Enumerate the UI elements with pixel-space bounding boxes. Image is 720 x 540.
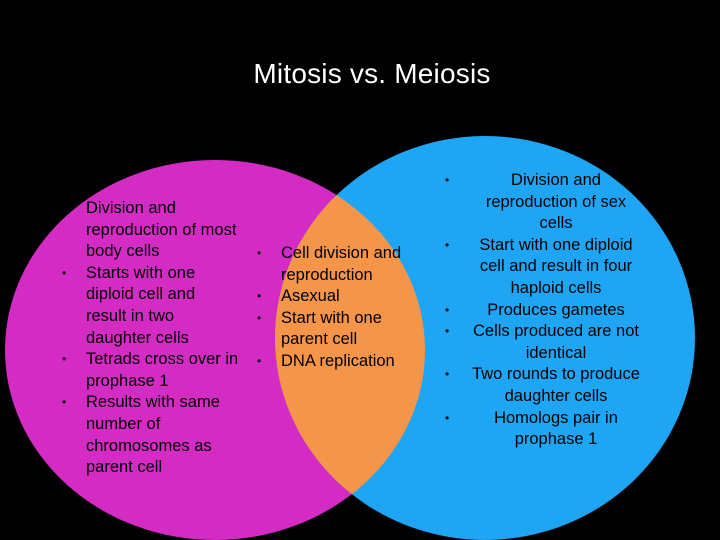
mitosis-list: Division and reproduction of most body c…: [60, 198, 240, 479]
shared-list: Cell division and reproduction Asexual S…: [255, 243, 415, 373]
meiosis-list: Division and reproduction of sex cells S…: [443, 170, 643, 451]
shared-item: DNA replication: [255, 351, 415, 373]
overlap-region: [275, 160, 425, 540]
meiosis-item: Start with one diploid cell and result i…: [443, 235, 643, 300]
meiosis-item: Produces gametes: [443, 300, 643, 322]
shared-item: Asexual: [255, 286, 415, 308]
mitosis-item: Division and reproduction of most body c…: [60, 198, 240, 263]
shared-item: Cell division and reproduction: [255, 243, 415, 286]
mitosis-item: Results with same number of chromosomes …: [60, 392, 240, 478]
mitosis-item: Tetrads cross over in prophase 1: [60, 349, 240, 392]
meiosis-item: Two rounds to produce daughter cells: [443, 364, 643, 407]
meiosis-item: Cells produced are not identical: [443, 321, 643, 364]
meiosis-item: Division and reproduction of sex cells: [443, 170, 643, 235]
slide-title: Mitosis vs. Meiosis: [253, 58, 491, 89]
meiosis-item: Homologs pair in prophase 1: [443, 408, 643, 451]
mitosis-item: Starts with one diploid cell and result …: [60, 263, 240, 349]
shared-item: Start with one parent cell: [255, 308, 415, 351]
